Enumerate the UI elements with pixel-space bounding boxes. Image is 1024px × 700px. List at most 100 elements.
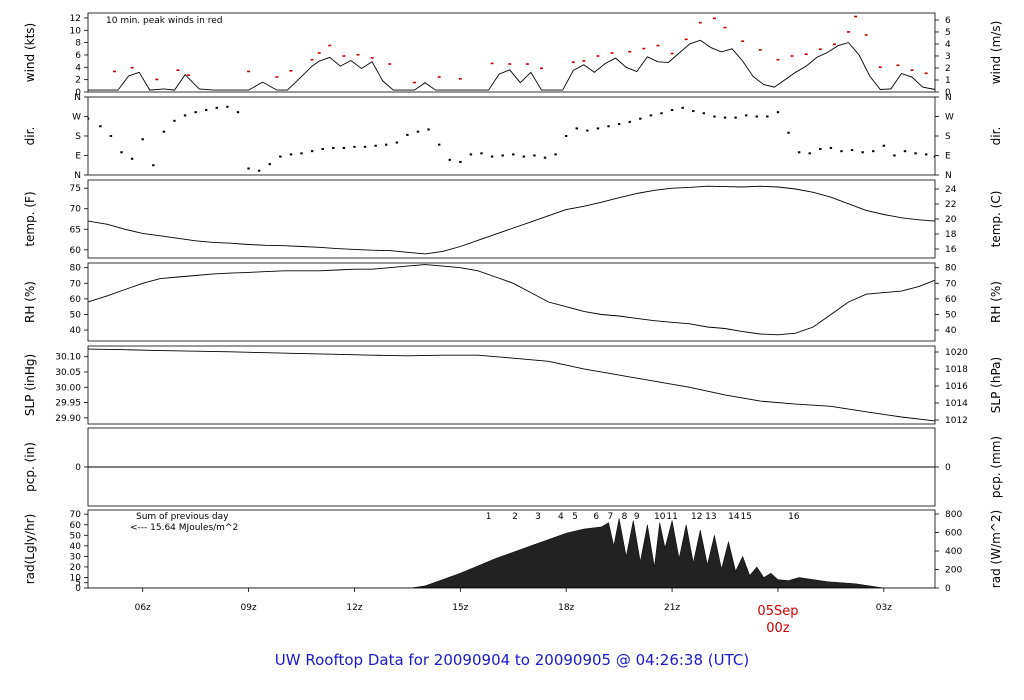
direction-point xyxy=(501,154,504,157)
relative_humidity-ytick-label: 80 xyxy=(70,264,82,274)
direction-right-ytick-label: S xyxy=(945,132,951,142)
direction-point xyxy=(120,151,123,154)
wind-ytick-label: 2 xyxy=(75,76,81,86)
solar_radiation-ytick-label: 10 xyxy=(70,573,82,583)
solar_radiation-data xyxy=(88,518,935,588)
direction-point xyxy=(395,141,399,144)
direction-point xyxy=(893,154,896,157)
wind-ytick-label: 4 xyxy=(75,63,81,73)
sea_level_pressure-ylabel-right: SLP (hPa) xyxy=(989,357,1003,413)
x-tick-label: 03z xyxy=(876,603,892,613)
direction-point xyxy=(279,155,282,158)
solar_radiation-right-ytick-label: 400 xyxy=(945,547,962,557)
direction-point xyxy=(141,138,144,141)
peak-marker xyxy=(776,58,780,61)
sea_level_pressure-ytick-label: 30.05 xyxy=(55,368,81,378)
temperature-data xyxy=(88,185,935,255)
direction-frame xyxy=(87,96,936,176)
solar_radiation-ylabel-right: rad (W/m^2) xyxy=(989,510,1003,588)
direction-point xyxy=(522,155,526,158)
solar_radiation-right-ytick-label: 800 xyxy=(945,510,962,520)
sea_level_pressure-ytick-label: 29.95 xyxy=(55,399,81,409)
relative_humidity-right-ytick-label: 50 xyxy=(945,310,957,320)
peak-marker xyxy=(437,76,441,78)
peak-marker xyxy=(670,52,674,55)
wind-data xyxy=(88,15,935,91)
panel-relative_humidity: 40 50 60 70 80 40 50 60 70 80 RH (%) RH (%) xyxy=(23,262,1003,342)
peak-marker xyxy=(847,31,851,33)
sun-hour-label: 4 xyxy=(558,512,564,522)
direction-point xyxy=(596,127,600,130)
sun-hour-label: 13 xyxy=(705,512,716,522)
sun-hour-label: 11 xyxy=(666,512,677,522)
direction-point xyxy=(933,155,935,158)
peak-marker xyxy=(790,55,794,57)
direction-point xyxy=(342,146,346,149)
sun-hour-label: 2 xyxy=(512,512,518,522)
peak-marker xyxy=(610,52,614,54)
direction-point xyxy=(205,109,208,111)
direction-point xyxy=(744,114,748,117)
direction-point xyxy=(490,155,494,158)
sun-hour-label: 5 xyxy=(572,512,578,522)
peak-marker xyxy=(155,78,159,81)
peak-marker xyxy=(741,40,745,42)
direction-point xyxy=(406,133,409,136)
peak-marker xyxy=(176,69,180,71)
direction-point xyxy=(565,135,568,137)
direction-point xyxy=(766,115,769,118)
wind-right-ytick-label: 5 xyxy=(945,28,951,38)
solar_radiation-ylabel: rad(Lgly/hr) xyxy=(23,514,37,585)
direction-point xyxy=(469,153,473,156)
precipitation-ytick-label: 0 xyxy=(75,463,81,473)
direction-point xyxy=(173,119,176,122)
precipitation-ylabel-right: pcp. (mm) xyxy=(989,436,1003,498)
temperature-ylabel: temp. (F) xyxy=(23,191,37,246)
peak-marker xyxy=(490,62,494,65)
relative_humidity-ytick-label: 70 xyxy=(70,279,82,289)
temperature-right-ytick-label: 20 xyxy=(945,215,957,225)
direction-point xyxy=(829,146,833,149)
direction-point xyxy=(332,146,335,149)
direction-point xyxy=(840,150,843,153)
direction-point xyxy=(300,152,303,155)
peak-marker xyxy=(356,53,360,56)
relative_humidity-line xyxy=(88,264,935,336)
direction-point xyxy=(236,111,240,114)
peak-marker xyxy=(628,50,632,53)
precipitation-right-ytick-label: 0 xyxy=(945,463,951,473)
direction-point xyxy=(512,153,515,156)
relative_humidity-ytick-label: 60 xyxy=(70,295,82,305)
peak-marker xyxy=(896,64,900,67)
direction-point xyxy=(692,110,695,113)
relative_humidity-right-ytick-label: 60 xyxy=(945,295,957,305)
panel-sea_level_pressure: 29.90 29.95 30.00 30.05 30.10 1012 1014 1016 101… xyxy=(23,345,1003,426)
direction-point xyxy=(607,125,610,128)
sun-hour-label: 10 xyxy=(654,512,666,522)
sea_level_pressure-right-ytick-label: 1020 xyxy=(945,348,968,358)
date-marker-date: 05Sep xyxy=(757,604,798,619)
peak-marker xyxy=(804,53,808,55)
wind-ytick-label: 0 xyxy=(75,88,81,98)
panel-temperature: 60 65 70 75 16 18 20 22 24 temp. (F) temp. (C) xyxy=(23,179,1003,259)
x-tick-label: 06z xyxy=(135,603,151,613)
direction-point xyxy=(194,111,197,114)
sun-hour-label: 15 xyxy=(740,512,751,522)
peak-marker xyxy=(328,44,332,47)
direction-ytick-label: W xyxy=(72,113,81,123)
relative_humidity-right-ytick-label: 80 xyxy=(945,264,957,274)
direction-point xyxy=(903,150,907,153)
peak-marker xyxy=(412,81,416,84)
temperature-line xyxy=(88,185,935,255)
direction-point xyxy=(268,163,271,166)
temperature-ytick-label: 70 xyxy=(70,205,82,215)
panel-precipitation: 0 0 pcp. (in) pcp. (mm) xyxy=(23,427,1003,507)
peak-marker xyxy=(571,61,575,63)
direction-point xyxy=(247,167,250,170)
direction-right-ytick-label: N xyxy=(945,171,952,181)
wind-right-ytick-label: 2 xyxy=(945,64,951,74)
direction-point xyxy=(162,130,166,133)
direction-point xyxy=(215,106,219,109)
